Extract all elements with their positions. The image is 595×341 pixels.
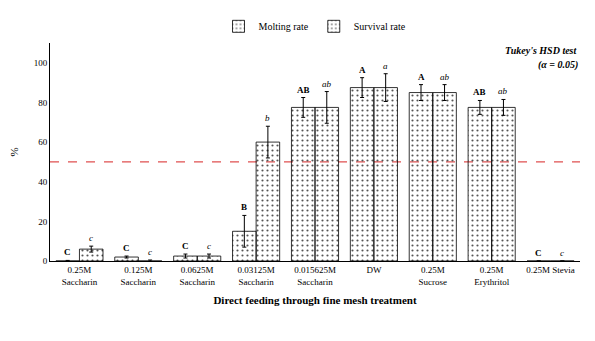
svg-text:AB: AB: [297, 85, 310, 95]
svg-text:ab: ab: [440, 72, 450, 82]
svg-text:ab: ab: [498, 86, 508, 96]
svg-text:0.03125MSaccharin: 0.03125MSaccharin: [237, 265, 274, 287]
svg-text:B: B: [241, 202, 247, 212]
svg-text:A: A: [418, 72, 425, 82]
svg-text:a: a: [383, 61, 388, 71]
svg-text:b: b: [265, 113, 270, 123]
svg-text:0.25MSucrose: 0.25MSucrose: [419, 265, 448, 287]
svg-text:DW: DW: [366, 265, 381, 275]
svg-text:ab: ab: [322, 79, 332, 89]
svg-text:0.25MSaccharin: 0.25MSaccharin: [62, 265, 98, 287]
svg-text:%: %: [8, 147, 20, 156]
svg-text:AB: AB: [473, 87, 486, 97]
svg-text:80: 80: [38, 98, 48, 108]
svg-text:A: A: [359, 65, 366, 75]
svg-text:c: c: [89, 233, 93, 243]
svg-text:(α = 0.05): (α = 0.05): [538, 59, 578, 71]
svg-text:0.25MErythritol: 0.25MErythritol: [474, 265, 509, 287]
svg-text:0: 0: [43, 256, 48, 266]
svg-text:C: C: [64, 247, 71, 257]
svg-text:0.125MSaccharin: 0.125MSaccharin: [121, 265, 157, 287]
svg-text:C: C: [123, 243, 130, 253]
svg-text:100: 100: [34, 58, 48, 68]
svg-text:0.0625MSaccharin: 0.0625MSaccharin: [179, 265, 215, 287]
svg-text:0.015625MSaccharin: 0.015625MSaccharin: [294, 265, 336, 287]
svg-text:C: C: [535, 248, 542, 258]
svg-text:0.25M Stevia: 0.25M Stevia: [526, 265, 575, 275]
svg-text:Tukey's HSD test: Tukey's HSD test: [505, 45, 578, 56]
svg-text:Molting rate: Molting rate: [259, 21, 309, 32]
svg-text:Direct feeding through fine me: Direct feeding through fine mesh treatme…: [213, 294, 416, 306]
svg-text:c: c: [207, 241, 211, 251]
svg-text:40: 40: [38, 177, 48, 187]
svg-text:c: c: [148, 247, 152, 257]
svg-text:60: 60: [38, 137, 48, 147]
svg-text:20: 20: [38, 217, 48, 227]
svg-text:c: c: [560, 248, 564, 258]
svg-text:Survival rate: Survival rate: [354, 21, 406, 32]
svg-text:C: C: [182, 241, 189, 251]
